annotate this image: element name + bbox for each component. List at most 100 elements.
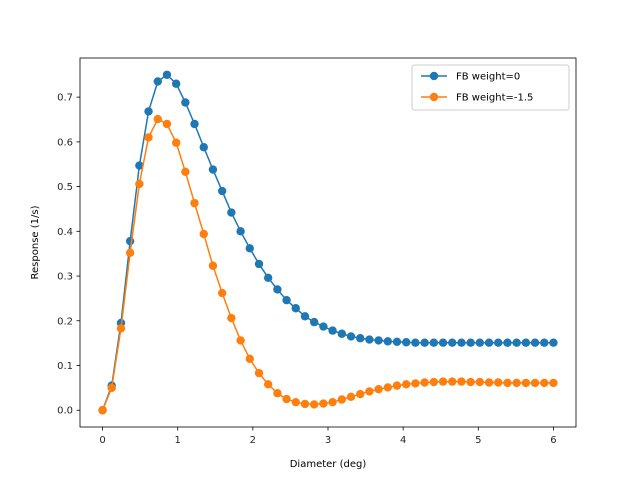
data-point: [263, 273, 273, 283]
data-point: [392, 337, 402, 346]
data-point: [319, 399, 328, 408]
data-point: [521, 378, 531, 388]
data-point: [208, 165, 218, 174]
data-point: [484, 378, 494, 387]
data-point: [309, 400, 319, 409]
data-point: [457, 338, 466, 347]
data-point: [346, 392, 356, 402]
data-point: [337, 329, 347, 338]
data-point: [475, 338, 485, 347]
data-point: [365, 335, 374, 344]
data-point: [503, 378, 512, 388]
data-point: [503, 338, 512, 347]
data-point: [530, 338, 540, 347]
data-point: [181, 98, 190, 107]
x-axis: 0 1 2 3 4 5 6: [99, 427, 557, 446]
x-tick-label: 3: [325, 435, 331, 446]
data-point: [153, 77, 162, 86]
data-point: [328, 326, 337, 335]
data-point: [291, 397, 300, 407]
data-point: [227, 208, 236, 217]
x-tick-label: 5: [475, 435, 481, 446]
legend-label: FB weight=-1.5: [456, 93, 533, 104]
legend: FB weight=0 FB weight=-1.5: [411, 64, 570, 111]
y-tick-label: 0.6: [57, 137, 73, 148]
data-point: [208, 261, 218, 270]
data-point: [162, 70, 172, 79]
data-point: [411, 338, 420, 347]
data-point: [374, 336, 383, 345]
data-point: [411, 379, 420, 388]
data-point: [254, 368, 264, 378]
legend-label: FB weight=0: [456, 72, 520, 83]
data-point: [282, 394, 291, 404]
y-tick-label: 0.0: [57, 406, 73, 417]
data-point: [236, 227, 245, 236]
data-point: [356, 334, 365, 343]
data-point: [392, 381, 402, 390]
data-point: [162, 119, 172, 129]
data-point: [521, 338, 531, 347]
data-point: [300, 399, 310, 409]
data-point: [236, 336, 245, 345]
data-point: [448, 338, 457, 347]
data-point: [98, 406, 107, 415]
data-point: [512, 378, 521, 388]
y-axis-label: Response (1/s): [30, 205, 41, 279]
x-tick-label: 6: [550, 435, 556, 446]
data-point: [309, 317, 319, 327]
y-tick-label: 0.1: [57, 361, 73, 372]
data-point: [494, 338, 503, 347]
data-point: [365, 387, 374, 396]
data-point: [328, 397, 337, 407]
data-point: [181, 167, 190, 177]
data-point: [549, 338, 558, 347]
data-point: [135, 161, 144, 170]
data-point: [457, 377, 466, 386]
data-point: [171, 79, 181, 88]
data-point: [356, 389, 365, 399]
data-point: [420, 338, 429, 347]
y-tick-label: 0.2: [57, 316, 73, 327]
data-point: [199, 143, 208, 152]
legend-marker: [429, 71, 439, 81]
y-tick-label: 0.7: [57, 93, 73, 104]
data-point: [540, 378, 549, 388]
data-point: [217, 288, 227, 298]
data-point: [402, 338, 411, 347]
data-point: [549, 378, 558, 388]
x-axis-label: Diameter (deg): [290, 459, 367, 470]
data-point: [217, 186, 227, 196]
data-point: [540, 338, 549, 347]
data-point: [125, 248, 135, 257]
data-point: [383, 383, 393, 392]
data-point: [429, 377, 439, 387]
data-point: [337, 395, 347, 404]
data-point: [484, 338, 494, 347]
data-point: [438, 377, 448, 386]
legend-marker: [429, 92, 439, 102]
data-point: [199, 229, 208, 239]
data-point: [190, 198, 199, 208]
data-point: [245, 244, 254, 253]
data-point: [466, 377, 475, 387]
data-point: [319, 322, 328, 331]
y-axis: 0.0 0.1 0.2 0.3 0.4 0.5 0.6 0.7: [57, 93, 80, 417]
data-point: [254, 259, 264, 269]
series-1: [98, 70, 558, 415]
data-point: [346, 332, 356, 341]
data-point: [300, 312, 310, 321]
data-point: [263, 380, 273, 389]
x-tick-label: 2: [250, 435, 256, 446]
plot-area: [98, 70, 558, 415]
data-point: [245, 354, 254, 363]
data-point: [429, 338, 439, 347]
y-tick-label: 0.4: [57, 227, 73, 238]
data-point: [494, 378, 503, 387]
legend-box: [411, 64, 570, 111]
data-point: [273, 285, 282, 294]
data-point: [466, 338, 475, 347]
y-tick-label: 0.5: [57, 182, 73, 193]
data-point: [420, 378, 429, 387]
